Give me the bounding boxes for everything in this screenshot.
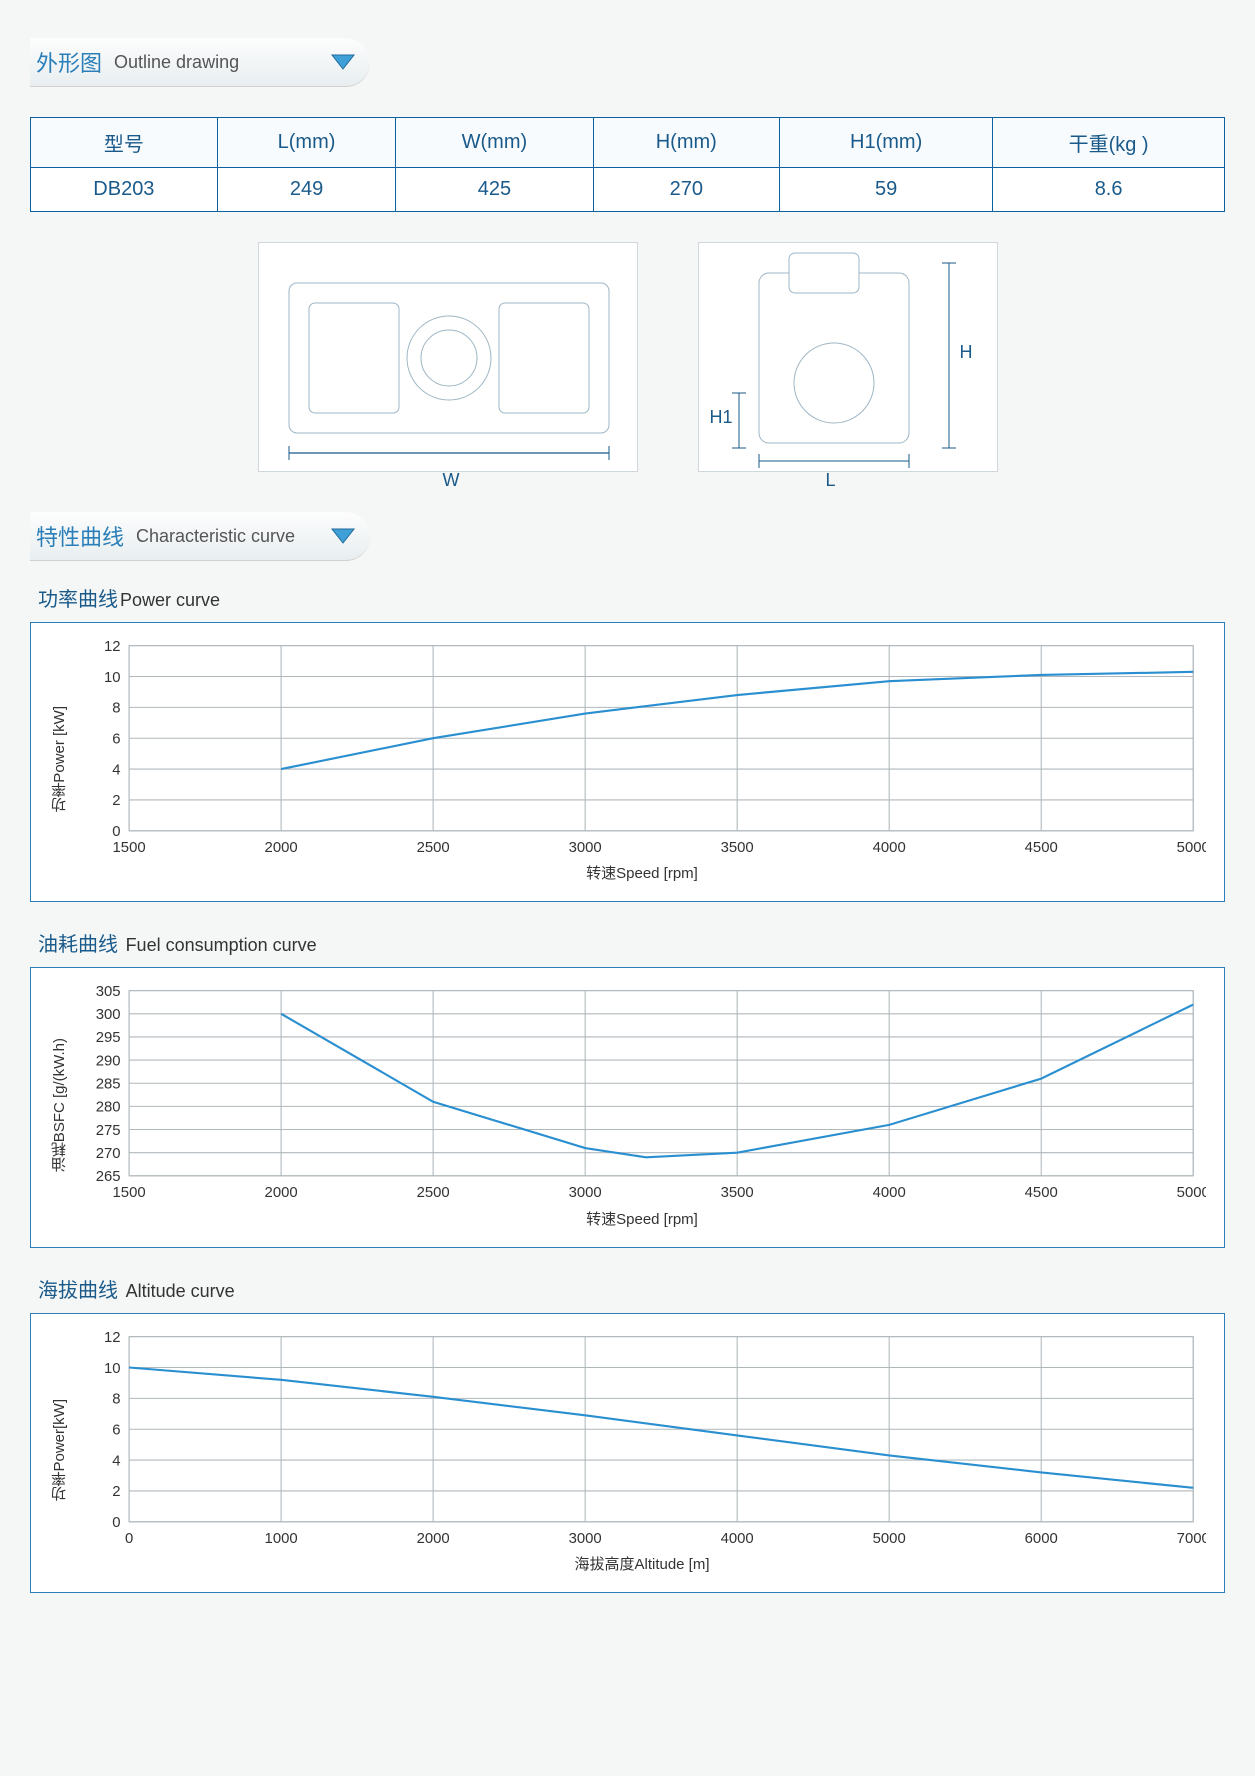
engine-side-svg [698, 242, 998, 472]
chart-panel-altitude: 功率Power[kW] 0 2 4 6 8 10 12 0 1000 2000 3000 4000 50… [30, 1313, 1225, 1593]
table-cell: 425 [396, 168, 593, 212]
triangle-down-icon [330, 53, 356, 71]
section-title-en: Outline drawing [114, 52, 239, 73]
svg-text:1500: 1500 [113, 1186, 146, 1202]
table-header-cell: L(mm) [217, 118, 396, 168]
side-view: H H1 L [698, 242, 998, 472]
chart-title-altitude: 海拔曲线 Altitude curve [38, 1274, 1225, 1303]
xlabel-power: 转速Speed [rpm] [78, 862, 1206, 883]
svg-text:6: 6 [112, 732, 120, 748]
svg-text:3000: 3000 [569, 1186, 602, 1202]
outline-drawings: W H H1 L [30, 242, 1225, 472]
svg-text:6000: 6000 [1025, 1531, 1058, 1547]
section-header-curve: 特性曲线 Characteristic curve [30, 512, 370, 561]
front-view: W [258, 242, 638, 472]
xlabel-altitude: 海拔高度Altitude [m] [78, 1553, 1206, 1574]
svg-text:280: 280 [96, 1100, 121, 1116]
table-header-cell: W(mm) [396, 118, 593, 168]
svg-text:5000: 5000 [1177, 840, 1206, 856]
svg-text:4500: 4500 [1025, 840, 1058, 856]
table-row: DB203249425270598.6 [31, 168, 1225, 212]
ylabel-altitude: 功率Power[kW] [49, 1399, 70, 1502]
svg-text:265: 265 [96, 1170, 121, 1186]
svg-text:3500: 3500 [721, 840, 754, 856]
table-header-cell: 干重(kg ) [993, 118, 1225, 168]
section-title-cn: 外形图 [36, 46, 102, 78]
svg-text:3000: 3000 [569, 1531, 602, 1547]
svg-text:6: 6 [112, 1422, 120, 1438]
svg-text:305: 305 [96, 984, 121, 1000]
table-cell: 249 [217, 168, 396, 212]
svg-text:270: 270 [96, 1146, 121, 1162]
table-header-row: 型号L(mm)W(mm)H(mm)H1(mm)干重(kg ) [31, 118, 1225, 168]
svg-text:275: 275 [96, 1123, 121, 1139]
chart-panel-power: 功率Power [kW] 0 2 4 6 8 10 12 1500 2000 2500 3000 35… [30, 622, 1225, 902]
svg-text:2: 2 [112, 1484, 120, 1500]
svg-text:295: 295 [96, 1031, 121, 1047]
svg-text:2000: 2000 [265, 840, 298, 856]
svg-text:8: 8 [112, 1392, 120, 1408]
table-header-cell: H(mm) [593, 118, 780, 168]
table-header-cell: 型号 [31, 118, 218, 168]
table-cell: 8.6 [993, 168, 1225, 212]
section-title-en: Characteristic curve [136, 526, 295, 547]
fuel-chart: 265 270 275 280 285 290 295 300 305 1500 2000 2500 3… [78, 980, 1206, 1203]
svg-text:4000: 4000 [721, 1531, 754, 1547]
svg-text:2000: 2000 [417, 1531, 450, 1547]
svg-text:5000: 5000 [1177, 1186, 1206, 1202]
svg-text:3500: 3500 [721, 1186, 754, 1202]
altitude-chart: 0 2 4 6 8 10 12 0 1000 2000 3000 4000 5000 6000 7000 [78, 1326, 1206, 1549]
power-chart: 0 2 4 6 8 10 12 1500 2000 2500 3000 3500 4000 4500 500… [78, 635, 1206, 858]
section-title-cn: 特性曲线 [36, 520, 124, 552]
svg-text:0: 0 [112, 1515, 120, 1531]
table-cell: 270 [593, 168, 780, 212]
chart-panel-fuel: 油耗BSFC [g/(kW.h) 265 270 275 280 285 290 295 30… [30, 967, 1225, 1247]
triangle-down-icon [330, 527, 356, 545]
svg-text:2000: 2000 [265, 1186, 298, 1202]
svg-text:300: 300 [96, 1008, 121, 1024]
dim-label-h1: H1 [710, 407, 733, 428]
table-cell: DB203 [31, 168, 218, 212]
svg-text:4: 4 [112, 762, 120, 778]
ylabel-power: 功率Power [kW] [49, 706, 70, 813]
dim-label-h: H [960, 342, 973, 363]
svg-text:5000: 5000 [873, 1531, 906, 1547]
svg-text:0: 0 [125, 1531, 133, 1547]
svg-text:285: 285 [96, 1077, 121, 1093]
table-cell: 59 [780, 168, 993, 212]
svg-text:290: 290 [96, 1054, 121, 1070]
svg-text:12: 12 [104, 639, 121, 655]
svg-text:4: 4 [112, 1453, 120, 1469]
svg-text:10: 10 [104, 1361, 121, 1377]
svg-text:3000: 3000 [569, 840, 602, 856]
svg-text:12: 12 [104, 1330, 121, 1346]
svg-text:8: 8 [112, 701, 120, 717]
dimensions-table: 型号L(mm)W(mm)H(mm)H1(mm)干重(kg ) DB2032494… [30, 117, 1225, 212]
svg-text:7000: 7000 [1177, 1531, 1206, 1547]
svg-text:4000: 4000 [873, 1186, 906, 1202]
svg-text:1500: 1500 [113, 840, 146, 856]
section-header-outline: 外形图 Outline drawing [30, 38, 370, 87]
svg-text:2500: 2500 [417, 1186, 450, 1202]
svg-text:10: 10 [104, 670, 121, 686]
svg-text:1000: 1000 [265, 1531, 298, 1547]
svg-text:0: 0 [112, 824, 120, 840]
ylabel-fuel: 油耗BSFC [g/(kW.h) [49, 1038, 70, 1172]
chart-title-power: 功率曲线Power curve [38, 583, 1225, 612]
svg-text:2: 2 [112, 793, 120, 809]
svg-text:4000: 4000 [873, 840, 906, 856]
svg-text:2500: 2500 [417, 840, 450, 856]
xlabel-fuel: 转速Speed [rpm] [78, 1208, 1206, 1229]
table-header-cell: H1(mm) [780, 118, 993, 168]
dim-label-l: L [826, 470, 836, 491]
chart-title-fuel: 油耗曲线 Fuel consumption curve [38, 928, 1225, 957]
dim-label-w: W [443, 470, 460, 491]
svg-text:4500: 4500 [1025, 1186, 1058, 1202]
engine-front-svg [258, 242, 638, 472]
